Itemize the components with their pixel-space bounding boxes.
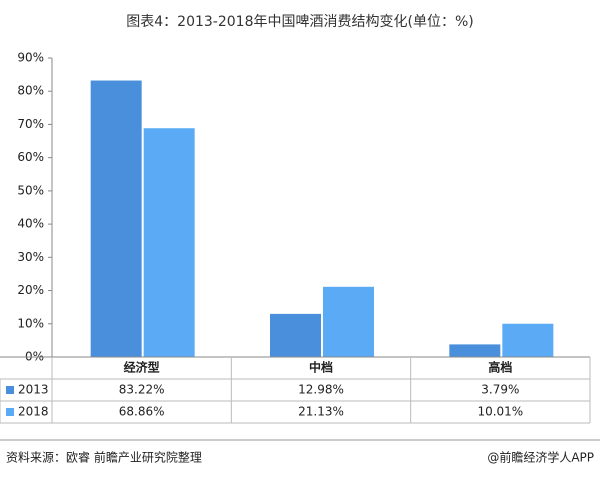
table-value: 68.86% xyxy=(119,405,165,419)
table-value: 21.13% xyxy=(298,405,344,419)
table-value: 3.79% xyxy=(481,383,519,397)
chart-title: 图表4：2013-2018年中国啤酒消费结构变化(单位：%) xyxy=(126,14,473,30)
bar xyxy=(270,313,321,357)
y-tick-label: 20% xyxy=(17,283,44,297)
legend-swatch xyxy=(6,408,14,416)
source: 资料来源：欧睿 前瞻产业研究院整理 xyxy=(6,450,202,465)
bar xyxy=(502,323,554,357)
legend-label: 2013 xyxy=(18,383,49,397)
x-tick-label: 中档 xyxy=(309,360,333,375)
table-value: 83.22% xyxy=(119,383,165,397)
x-tick-label: 经济型 xyxy=(124,360,160,375)
y-tick-label: 40% xyxy=(17,217,44,231)
bar xyxy=(143,128,195,357)
legend-label: 2018 xyxy=(18,405,49,419)
y-tick-label: 80% xyxy=(17,84,44,98)
credit: @前瞻经济学人APP xyxy=(487,450,594,465)
table-value: 12.98% xyxy=(298,383,344,397)
bar xyxy=(323,286,374,357)
y-tick-label: 90% xyxy=(17,51,44,65)
y-tick-label: 60% xyxy=(17,150,44,164)
bar xyxy=(90,80,142,358)
legend-swatch xyxy=(6,386,14,394)
table-value: 10.01% xyxy=(477,405,523,419)
y-tick-label: 10% xyxy=(17,316,44,330)
y-tick-label: 50% xyxy=(17,183,44,197)
bar xyxy=(449,344,501,357)
y-tick-label: 70% xyxy=(17,117,44,131)
x-tick-label: 高档 xyxy=(488,360,512,375)
y-tick-label: 30% xyxy=(17,250,44,264)
